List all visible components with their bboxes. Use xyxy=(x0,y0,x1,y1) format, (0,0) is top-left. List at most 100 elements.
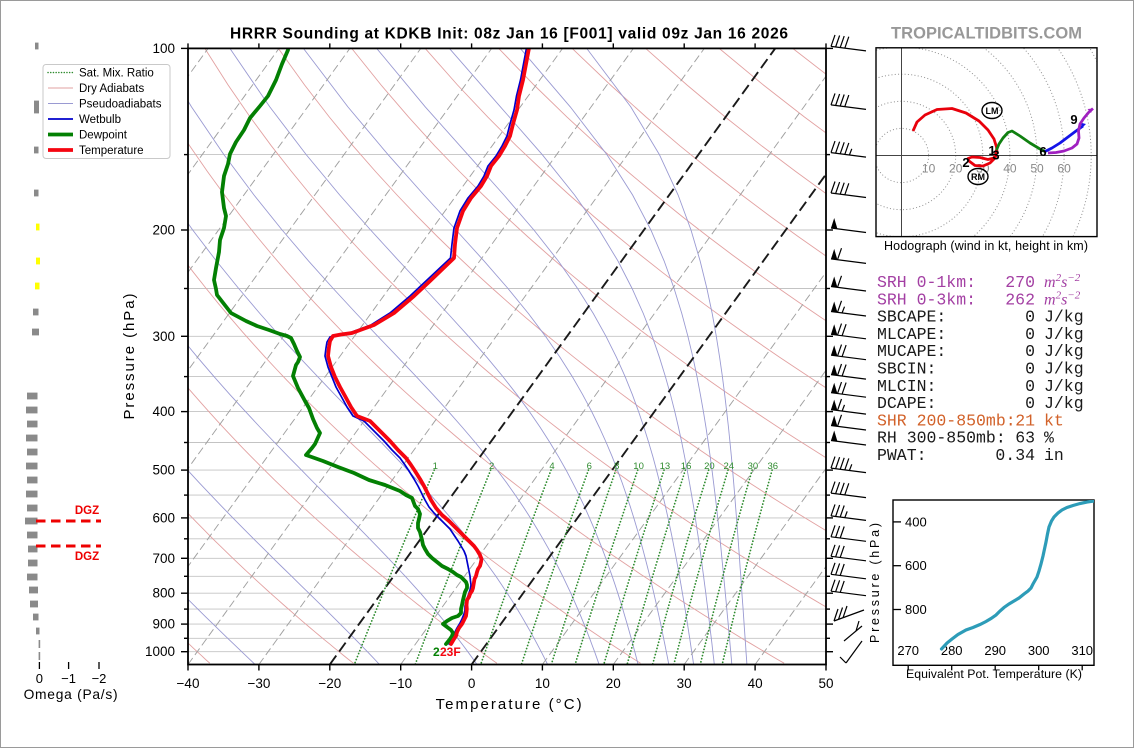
svg-text:2: 2 xyxy=(433,645,440,659)
svg-text:%: % xyxy=(1044,429,1054,448)
svg-text:700: 700 xyxy=(152,551,175,566)
svg-text:6: 6 xyxy=(1039,144,1046,159)
svg-text:20: 20 xyxy=(949,162,963,176)
svg-text:1: 1 xyxy=(433,461,438,472)
svg-text:J/kg: J/kg xyxy=(1044,360,1084,379)
svg-text:J/kg: J/kg xyxy=(1044,325,1084,344)
svg-text:800: 800 xyxy=(905,602,927,617)
svg-text:20: 20 xyxy=(704,461,715,472)
svg-text:LM: LM xyxy=(986,106,999,116)
svg-text:500: 500 xyxy=(152,463,175,478)
svg-text:J/kg: J/kg xyxy=(1044,377,1084,396)
svg-text:20: 20 xyxy=(606,676,621,691)
svg-text:Pressure (hPa): Pressure (hPa) xyxy=(121,294,138,420)
svg-text:Dewpoint: Dewpoint xyxy=(79,130,128,142)
svg-text:400: 400 xyxy=(152,404,175,419)
svg-text:0: 0 xyxy=(1025,308,1035,327)
svg-text:310: 310 xyxy=(1071,643,1093,658)
svg-text:0: 0 xyxy=(1025,394,1035,413)
svg-text:RM: RM xyxy=(971,172,985,182)
svg-text:SRH 0-3km:: SRH 0-3km: xyxy=(877,290,976,309)
svg-text:4: 4 xyxy=(549,461,554,472)
svg-text:30: 30 xyxy=(748,461,759,472)
svg-text:40: 40 xyxy=(1003,162,1017,176)
svg-text:2: 2 xyxy=(962,155,969,170)
svg-text:−30: −30 xyxy=(247,676,270,691)
svg-text:SBCIN:: SBCIN: xyxy=(877,360,936,379)
svg-text:DCAPE:: DCAPE: xyxy=(877,394,936,413)
svg-text:10: 10 xyxy=(535,676,550,691)
svg-text:J/kg: J/kg xyxy=(1044,394,1084,413)
svg-text:50: 50 xyxy=(818,676,833,691)
svg-text:0: 0 xyxy=(1025,377,1035,396)
svg-text:1: 1 xyxy=(988,143,995,158)
svg-text:24: 24 xyxy=(724,461,735,472)
svg-text:40: 40 xyxy=(748,676,763,691)
svg-text:HRRR Sounding at KDKB Init: 08: HRRR Sounding at KDKB Init: 08z Jan 16 [… xyxy=(230,26,788,43)
svg-text:13: 13 xyxy=(660,461,671,472)
svg-text:DGZ: DGZ xyxy=(75,551,99,563)
svg-text:Temperature (°C): Temperature (°C) xyxy=(436,696,582,713)
svg-text:−40: −40 xyxy=(177,676,200,691)
svg-text:Equivalent Pot. Temperature (K: Equivalent Pot. Temperature (K) xyxy=(906,667,1082,681)
svg-text:MLCIN:: MLCIN: xyxy=(877,377,936,396)
svg-text:600: 600 xyxy=(152,510,175,525)
svg-text:400: 400 xyxy=(905,514,927,529)
svg-text:0: 0 xyxy=(1025,325,1035,344)
svg-text:200: 200 xyxy=(152,223,175,238)
svg-text:2: 2 xyxy=(489,461,494,472)
svg-text:MUCAPE:: MUCAPE: xyxy=(877,342,946,361)
svg-text:J/kg: J/kg xyxy=(1044,308,1084,327)
svg-text:30: 30 xyxy=(677,676,692,691)
svg-text:300: 300 xyxy=(1028,643,1050,658)
svg-text:10: 10 xyxy=(922,162,936,176)
svg-text:270: 270 xyxy=(897,643,919,658)
svg-text:16: 16 xyxy=(681,461,692,472)
svg-text:−1: −1 xyxy=(61,671,76,686)
svg-text:23F: 23F xyxy=(440,645,461,659)
svg-text:300: 300 xyxy=(152,329,175,344)
svg-text:3: 3 xyxy=(992,148,999,163)
svg-text:36: 36 xyxy=(768,461,779,472)
svg-text:Hodograph (wind in kt, height: Hodograph (wind in kt, height in km) xyxy=(884,239,1088,253)
svg-text:0: 0 xyxy=(1025,342,1035,361)
svg-text:0: 0 xyxy=(468,676,476,691)
svg-text:Wetbulb: Wetbulb xyxy=(79,114,121,126)
svg-text:9: 9 xyxy=(1070,112,1077,127)
svg-text:kt: kt xyxy=(1044,411,1064,430)
svg-text:270: 270 xyxy=(1005,273,1035,292)
svg-text:PWAT:: PWAT: xyxy=(877,446,927,465)
svg-text:DGZ: DGZ xyxy=(75,505,99,517)
svg-text:600: 600 xyxy=(905,558,927,573)
svg-text:1000: 1000 xyxy=(145,644,175,659)
svg-text:Sat. Mix. Ratio: Sat. Mix. Ratio xyxy=(79,68,154,80)
svg-text:in: in xyxy=(1044,446,1064,465)
svg-text:SRH 0-1km:: SRH 0-1km: xyxy=(877,273,976,292)
svg-text:RH 300-850mb:: RH 300-850mb: xyxy=(877,429,1006,448)
svg-text:0.34: 0.34 xyxy=(995,446,1035,465)
svg-text:0: 0 xyxy=(36,671,43,686)
svg-text:60: 60 xyxy=(1057,162,1071,176)
svg-text:800: 800 xyxy=(152,586,175,601)
svg-text:262: 262 xyxy=(1005,290,1035,309)
svg-text:8: 8 xyxy=(614,461,619,472)
svg-text:900: 900 xyxy=(152,617,175,632)
svg-text:SBCAPE:: SBCAPE: xyxy=(877,308,946,327)
svg-text:0: 0 xyxy=(1025,360,1035,379)
svg-text:280: 280 xyxy=(941,643,963,658)
svg-text:−10: −10 xyxy=(389,676,412,691)
svg-text:−20: −20 xyxy=(318,676,341,691)
svg-text:SHR 200-850mb:: SHR 200-850mb: xyxy=(877,411,1016,430)
svg-text:MLCAPE:: MLCAPE: xyxy=(877,325,946,344)
svg-text:50: 50 xyxy=(1030,162,1044,176)
svg-text:TROPICALTIDBITS.COM: TROPICALTIDBITS.COM xyxy=(891,25,1082,43)
svg-text:Temperature: Temperature xyxy=(79,145,144,157)
svg-text:290: 290 xyxy=(984,643,1006,658)
svg-text:Pseudoadiabats: Pseudoadiabats xyxy=(79,99,162,111)
svg-text:10: 10 xyxy=(633,461,644,472)
svg-text:−2: −2 xyxy=(92,671,107,686)
svg-text:6: 6 xyxy=(587,461,592,472)
svg-text:Omega (Pa/s): Omega (Pa/s) xyxy=(24,687,118,702)
svg-text:Dry Adiabats: Dry Adiabats xyxy=(79,83,144,95)
svg-text:21: 21 xyxy=(1015,411,1035,430)
